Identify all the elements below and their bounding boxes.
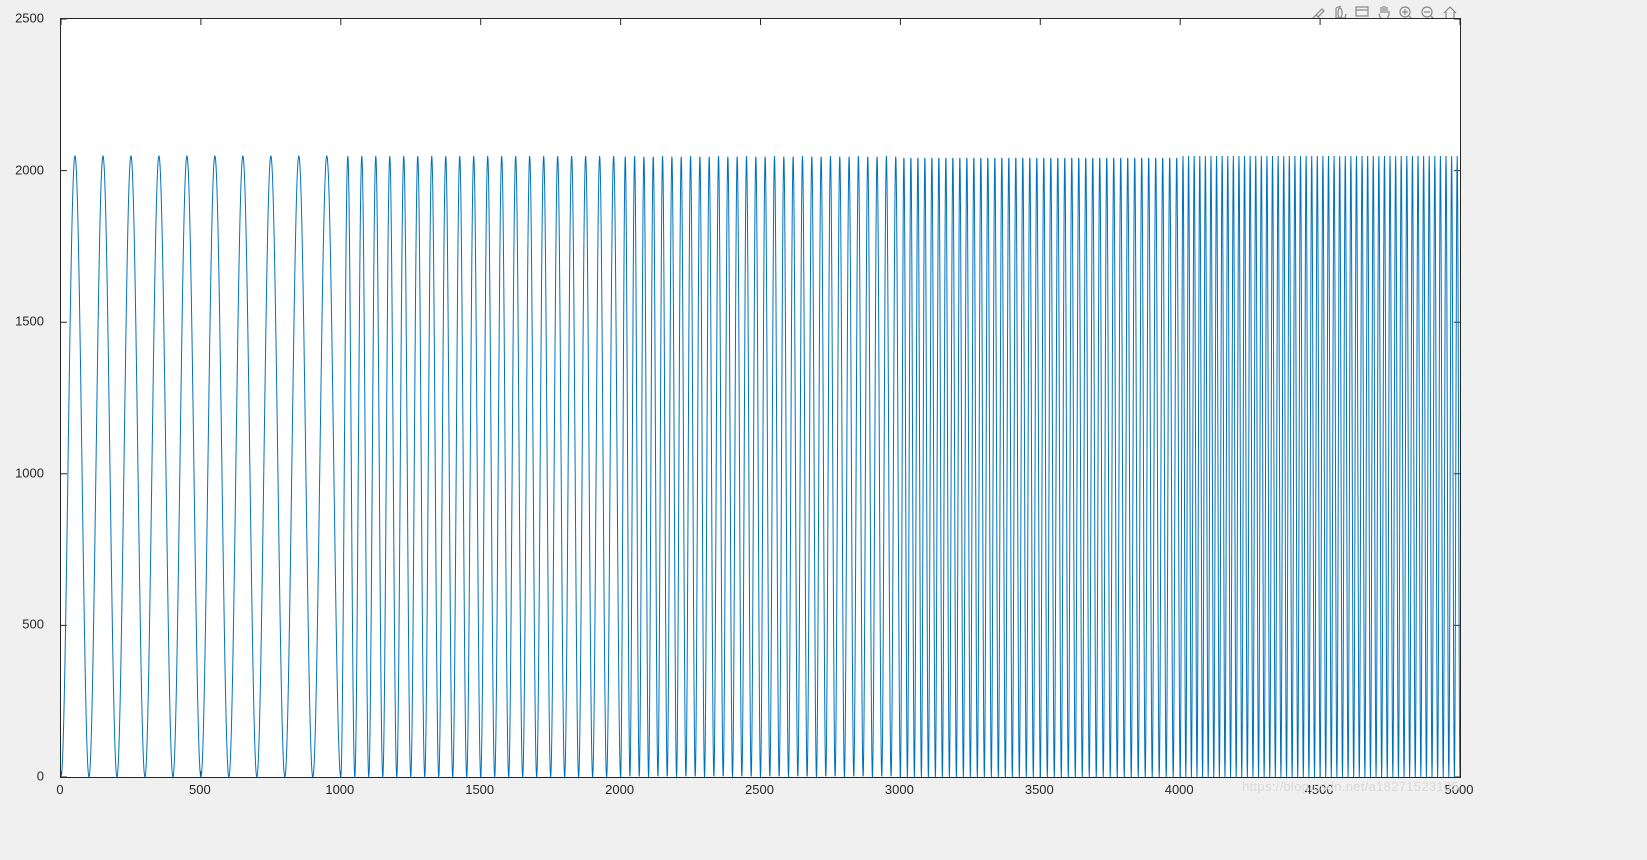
- x-tick-label: 0: [56, 782, 63, 797]
- x-tick-label: 500: [189, 782, 211, 797]
- x-tick-label: 1500: [465, 782, 494, 797]
- plot-area[interactable]: [60, 18, 1461, 778]
- line-plot: [61, 19, 1460, 777]
- x-tick-label: 3000: [885, 782, 914, 797]
- figure-window: 0500100015002000250030003500400045005000…: [0, 0, 1647, 860]
- x-tick-label: 4000: [1165, 782, 1194, 797]
- x-tick-label: 2500: [745, 782, 774, 797]
- x-tick-label: 1000: [325, 782, 354, 797]
- x-tick-label: 2000: [605, 782, 634, 797]
- y-tick-label: 1000: [0, 465, 44, 480]
- y-tick-label: 2500: [0, 11, 44, 26]
- y-tick-label: 1500: [0, 314, 44, 329]
- x-tick-label: 5000: [1445, 782, 1474, 797]
- x-tick-label: 3500: [1025, 782, 1054, 797]
- axes: 0500100015002000250030003500400045005000…: [60, 18, 1461, 778]
- y-tick-label: 500: [0, 617, 44, 632]
- y-tick-label: 2000: [0, 162, 44, 177]
- x-tick-label: 4500: [1305, 782, 1334, 797]
- y-tick-label: 0: [0, 769, 44, 784]
- watermark-text: https://blog.csdn.net/a18271523105: [1242, 779, 1459, 794]
